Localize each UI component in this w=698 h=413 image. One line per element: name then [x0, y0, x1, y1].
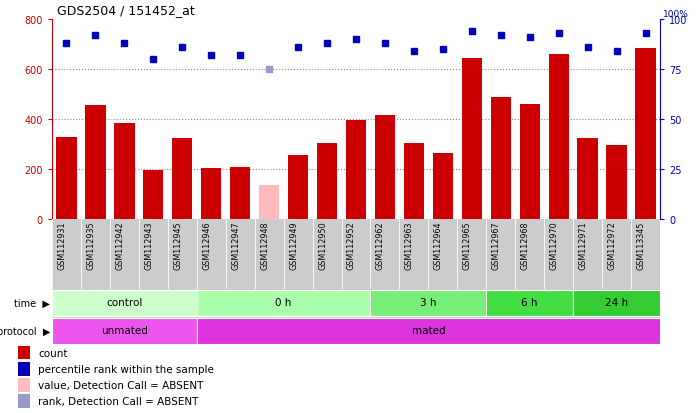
Text: GSM112972: GSM112972: [607, 221, 616, 270]
Text: GSM112962: GSM112962: [376, 221, 385, 269]
Text: 0 h: 0 h: [276, 298, 292, 308]
Text: GSM112943: GSM112943: [144, 221, 154, 269]
Bar: [18, 378, 30, 392]
Bar: [317, 143, 337, 219]
Bar: [577, 138, 597, 219]
Text: GDS2504 / 151452_at: GDS2504 / 151452_at: [57, 4, 195, 17]
Text: GSM112965: GSM112965: [463, 221, 472, 269]
Text: GSM112946: GSM112946: [202, 221, 211, 269]
Text: GSM112968: GSM112968: [521, 221, 530, 269]
Bar: [371, 291, 487, 316]
Bar: [403, 143, 424, 219]
Text: control: control: [106, 298, 142, 308]
Bar: [519, 105, 540, 219]
Text: GSM112942: GSM112942: [115, 221, 124, 269]
Text: GSM112935: GSM112935: [87, 221, 96, 269]
Bar: [172, 138, 193, 219]
Bar: [635, 49, 655, 219]
Text: GSM112963: GSM112963: [405, 221, 414, 269]
Bar: [143, 171, 163, 219]
Bar: [549, 55, 569, 219]
Text: GSM112970: GSM112970: [549, 221, 558, 269]
Bar: [259, 186, 279, 219]
Bar: [197, 291, 371, 316]
Text: GSM112945: GSM112945: [173, 221, 182, 269]
Bar: [288, 156, 309, 219]
Text: 100%: 100%: [663, 9, 689, 19]
Bar: [461, 59, 482, 219]
Bar: [18, 346, 30, 360]
Text: value, Detection Call = ABSENT: value, Detection Call = ABSENT: [38, 380, 204, 390]
Bar: [375, 116, 395, 219]
Bar: [230, 167, 251, 219]
Text: GSM112964: GSM112964: [434, 221, 443, 269]
Text: GSM112931: GSM112931: [57, 221, 66, 269]
Text: 6 h: 6 h: [521, 298, 538, 308]
Bar: [18, 394, 30, 408]
Bar: [114, 123, 135, 219]
Text: rank, Detection Call = ABSENT: rank, Detection Call = ABSENT: [38, 396, 199, 406]
Text: 3 h: 3 h: [420, 298, 437, 308]
Bar: [18, 362, 30, 375]
Text: GSM112947: GSM112947: [231, 221, 240, 269]
Bar: [201, 169, 221, 219]
Text: percentile rank within the sample: percentile rank within the sample: [38, 364, 214, 374]
Bar: [573, 291, 660, 316]
Text: GSM112967: GSM112967: [492, 221, 500, 269]
Text: mated: mated: [412, 326, 445, 336]
Text: time  ▶: time ▶: [14, 298, 50, 308]
Text: GSM113345: GSM113345: [637, 221, 646, 269]
Text: count: count: [38, 348, 68, 358]
Text: GSM112971: GSM112971: [579, 221, 588, 269]
Bar: [52, 291, 197, 316]
Bar: [346, 121, 366, 219]
Bar: [52, 318, 197, 344]
Text: 24 h: 24 h: [605, 298, 628, 308]
Bar: [607, 146, 627, 219]
Text: unmated: unmated: [101, 326, 148, 336]
Bar: [197, 318, 660, 344]
Text: GSM112952: GSM112952: [347, 221, 356, 270]
Bar: [491, 97, 511, 219]
Bar: [487, 291, 573, 316]
Text: GSM112949: GSM112949: [289, 221, 298, 269]
Bar: [433, 153, 453, 219]
Text: GSM112948: GSM112948: [260, 221, 269, 269]
Text: protocol  ▶: protocol ▶: [0, 326, 50, 336]
Text: GSM112950: GSM112950: [318, 221, 327, 269]
Bar: [85, 106, 105, 219]
Bar: [57, 137, 77, 219]
